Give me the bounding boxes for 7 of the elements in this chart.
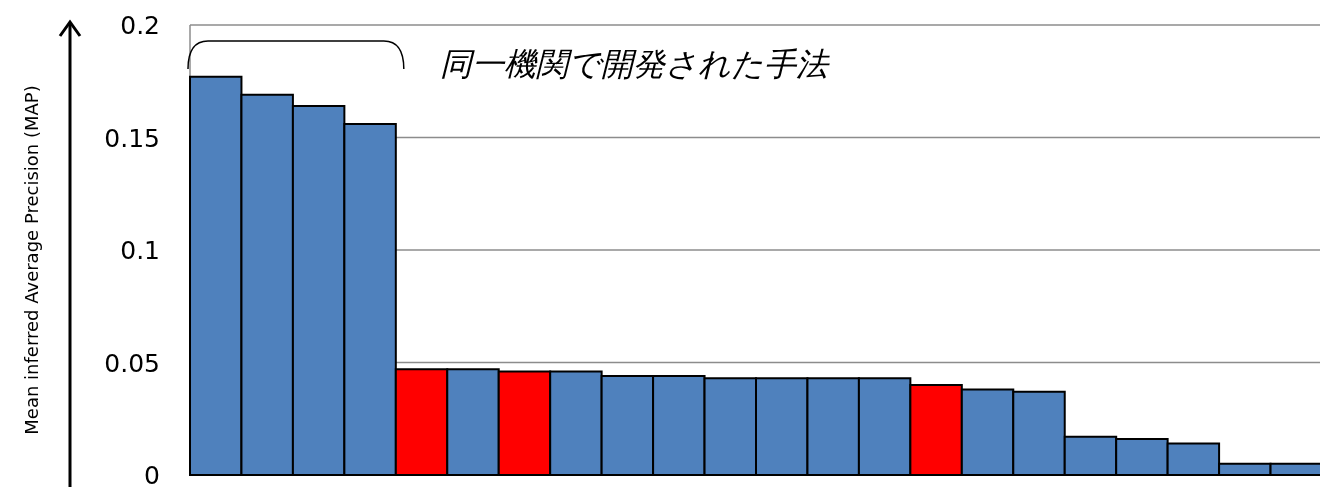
y-axis-title: Mean inferred Average Precision (MAP) bbox=[21, 85, 42, 435]
y-tick-label: 0.2 bbox=[120, 11, 160, 40]
y-tick-label: 0.05 bbox=[104, 348, 160, 378]
y-tick-label: 0.15 bbox=[104, 123, 160, 153]
annotation: 同一機関で開発された手法 bbox=[440, 45, 830, 83]
y-tick-label: 0.1 bbox=[120, 236, 160, 265]
y-tick-label: 0 bbox=[144, 461, 160, 487]
